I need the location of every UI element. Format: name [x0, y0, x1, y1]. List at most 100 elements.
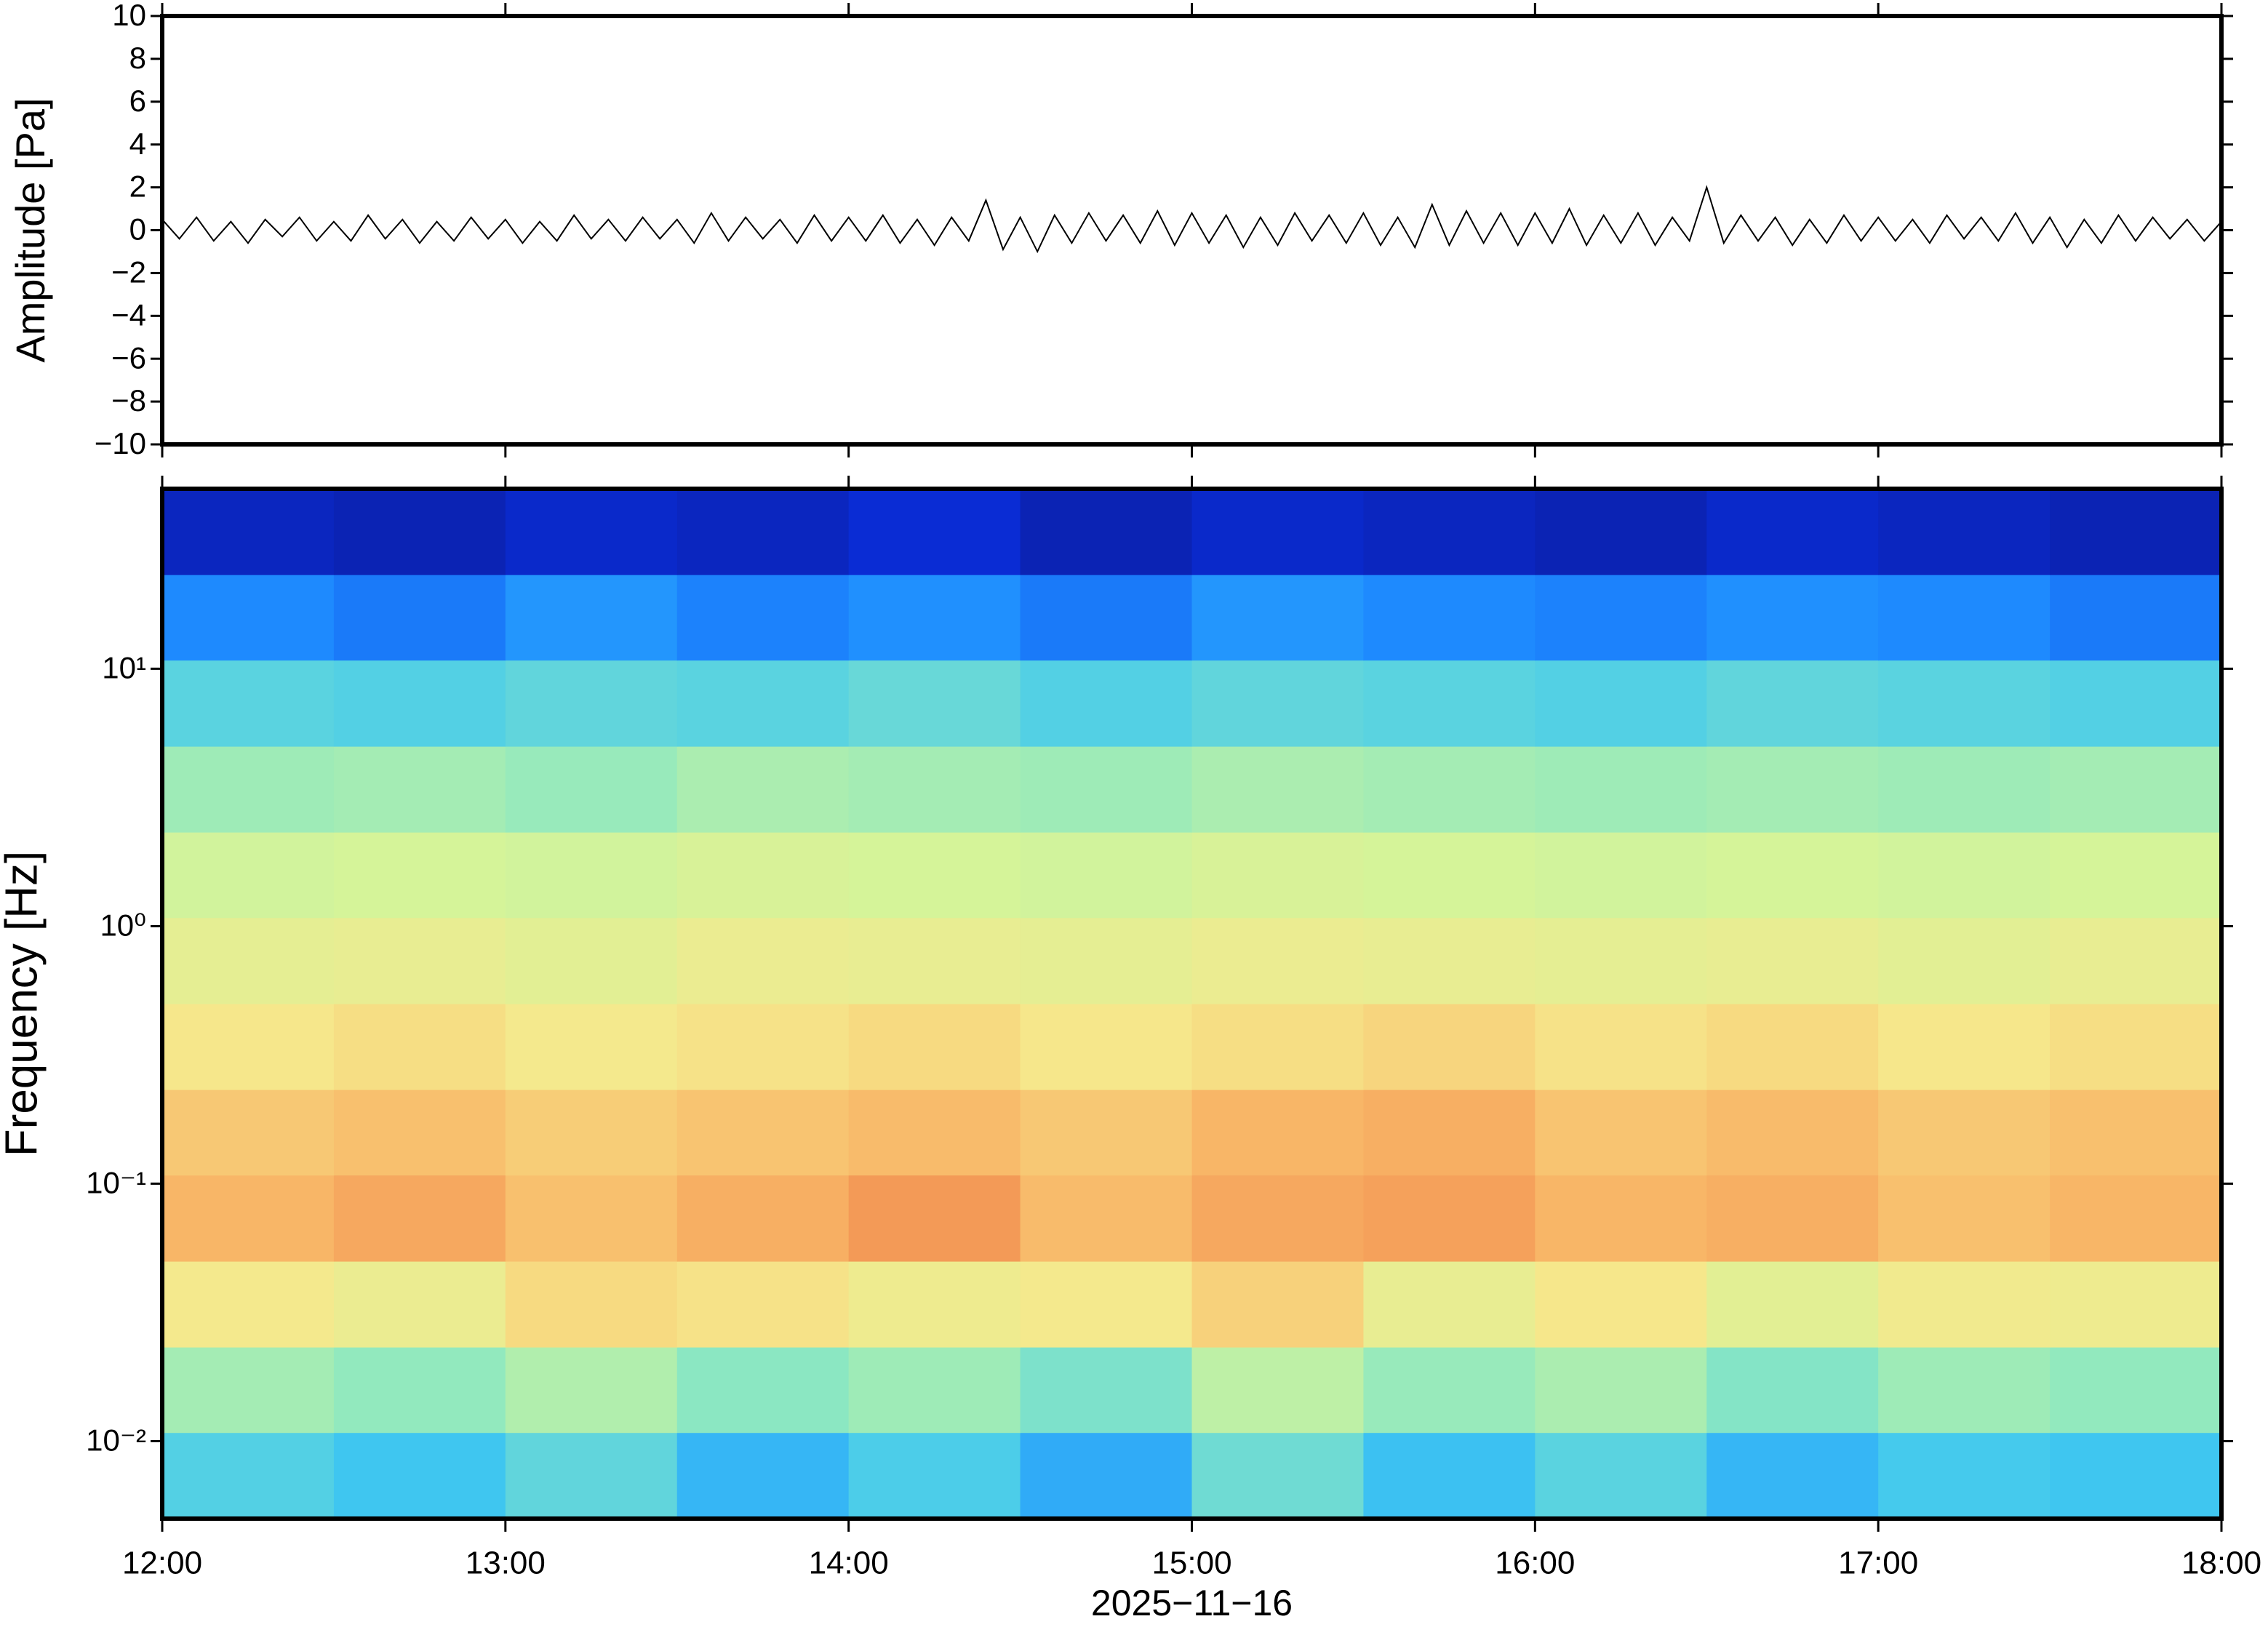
x-tick-label: 13:00 — [466, 1546, 546, 1581]
spectrogram-cell — [1706, 1261, 1879, 1348]
spectrogram-cell — [1706, 489, 1879, 575]
spectrogram-cell — [1020, 660, 1193, 747]
spectrogram-cell — [1363, 917, 1536, 1004]
spectrogram-cell — [162, 1175, 335, 1262]
spectrogram-cell — [1191, 1175, 1365, 1262]
x-tick-label: 16:00 — [1495, 1546, 1575, 1581]
spectrogram-cell — [848, 917, 1021, 1004]
spectrogram-cell — [162, 1004, 335, 1090]
x-tick-label: 14:00 — [809, 1546, 889, 1581]
spectrogram-cell — [848, 1175, 1021, 1262]
spectrogram-cell — [676, 832, 850, 919]
spectrogram-cell — [162, 575, 335, 661]
x-tick-label: 15:00 — [1151, 1546, 1231, 1581]
spectrogram-cell — [333, 1175, 506, 1262]
spectrogram-cell — [162, 1261, 335, 1348]
spectrogram-cell — [1191, 660, 1365, 747]
y-tick-label: 10¹ — [102, 651, 146, 685]
spectrogram-cell — [676, 1347, 850, 1434]
spectrogram-cell — [1363, 1004, 1536, 1090]
spectrogram-cell — [676, 660, 850, 747]
spectrogram-cell — [676, 917, 850, 1004]
spectrogram-cell — [1878, 1004, 2051, 1090]
spectrogram-cell — [1706, 1175, 1879, 1262]
spectrogram-cell — [2050, 917, 2222, 1004]
x-tick-label: 18:00 — [2181, 1546, 2261, 1581]
spectrogram-cell — [1878, 1090, 2051, 1176]
spectrogram-cell — [1191, 1004, 1365, 1090]
spectrogram-cell — [1363, 746, 1536, 833]
spectrogram-cell — [1878, 1432, 2051, 1519]
spectrogram-cell — [1706, 660, 1879, 747]
spectrogram-cell — [1706, 1432, 1879, 1519]
x-tick-label: 12:00 — [122, 1546, 202, 1581]
y-tick-label: 10⁰ — [100, 908, 146, 943]
spectrogram-cell — [1535, 1090, 1707, 1176]
spectrogram-cell — [505, 660, 678, 747]
spectrogram-cell — [2050, 1004, 2222, 1090]
spectrogram-cell — [333, 1090, 506, 1176]
spectrogram-cell — [1191, 1432, 1365, 1519]
spectrogram-cell — [505, 575, 678, 661]
spectrogram-cell — [333, 1004, 506, 1090]
spectrogram-cell — [333, 1432, 506, 1519]
y-tick-label: −10 — [95, 426, 146, 460]
spectrogram-cell — [505, 832, 678, 919]
spectrogram-cell — [848, 1090, 1021, 1176]
spectrogram-cell — [1363, 1347, 1536, 1434]
spectrogram-cell — [1535, 917, 1707, 1004]
spectrogram-cell — [2050, 489, 2222, 575]
spectrogram-cell — [1706, 917, 1879, 1004]
spectrogram-cell — [1191, 1261, 1365, 1348]
spectrogram-cell — [1363, 1261, 1536, 1348]
waveform — [161, 185, 2222, 254]
y-tick-label: 10 — [112, 0, 146, 32]
spectrogram-cell — [1535, 1347, 1707, 1434]
spectrogram-cell — [848, 660, 1021, 747]
spectrogram-cell — [848, 832, 1021, 919]
spectrogram-cell — [2050, 746, 2222, 833]
spectrogram-cell — [333, 489, 506, 575]
x-tick-label: 17:00 — [1838, 1546, 1918, 1581]
spectrogram-cell — [1020, 1090, 1193, 1176]
spectrogram-cell — [1878, 832, 2051, 919]
spectrogram-cell — [848, 1432, 1021, 1519]
spectrogram-cell — [848, 575, 1021, 661]
y-tick-label: 6 — [129, 84, 146, 118]
spectrogram-cell — [1706, 575, 1879, 661]
spectrogram-cell — [505, 1090, 678, 1176]
spectrogram-cell — [1878, 1261, 2051, 1348]
spectrogram-cell — [676, 746, 850, 833]
spectrogram-cell — [333, 660, 506, 747]
spectrogram-cell — [1020, 1175, 1193, 1262]
spectrogram-cell — [1191, 832, 1365, 919]
spectrogram-cell — [1363, 489, 1536, 575]
y-tick-label: −8 — [111, 383, 146, 417]
spectrogram-cell — [1535, 1004, 1707, 1090]
spectrogram-cell — [1535, 832, 1707, 919]
spectrogram-cell — [162, 917, 335, 1004]
x-axis-label: 2025−11−16 — [1091, 1583, 1293, 1623]
spectrogram-cell — [1020, 1261, 1193, 1348]
spectrogram-cell — [1020, 489, 1193, 575]
spectrogram-cell — [676, 575, 850, 661]
spectrogram-cell — [676, 489, 850, 575]
y-axis-label: Amplitude [Pa] — [7, 97, 53, 362]
spectrogram-cell — [1706, 1090, 1879, 1176]
spectrogram-cell — [676, 1175, 850, 1262]
spectrogram-cell — [505, 1175, 678, 1262]
spectrogram-cell — [1020, 1004, 1193, 1090]
spectrogram-cell — [1878, 746, 2051, 833]
spectrogram-cell — [162, 746, 335, 833]
y-axis-label: Frequency [Hz] — [0, 851, 47, 1156]
y-tick-label: −2 — [111, 255, 146, 289]
spectrogram-cell — [1363, 575, 1536, 661]
spectrogram-cell — [1535, 660, 1707, 747]
spectrogram-cell — [1363, 1432, 1536, 1519]
spectrogram-cell — [848, 489, 1021, 575]
spectrogram-cell — [1363, 832, 1536, 919]
panel-frame — [160, 14, 2224, 447]
spectrogram-cell — [333, 917, 506, 1004]
y-tick-label: −4 — [111, 297, 146, 332]
